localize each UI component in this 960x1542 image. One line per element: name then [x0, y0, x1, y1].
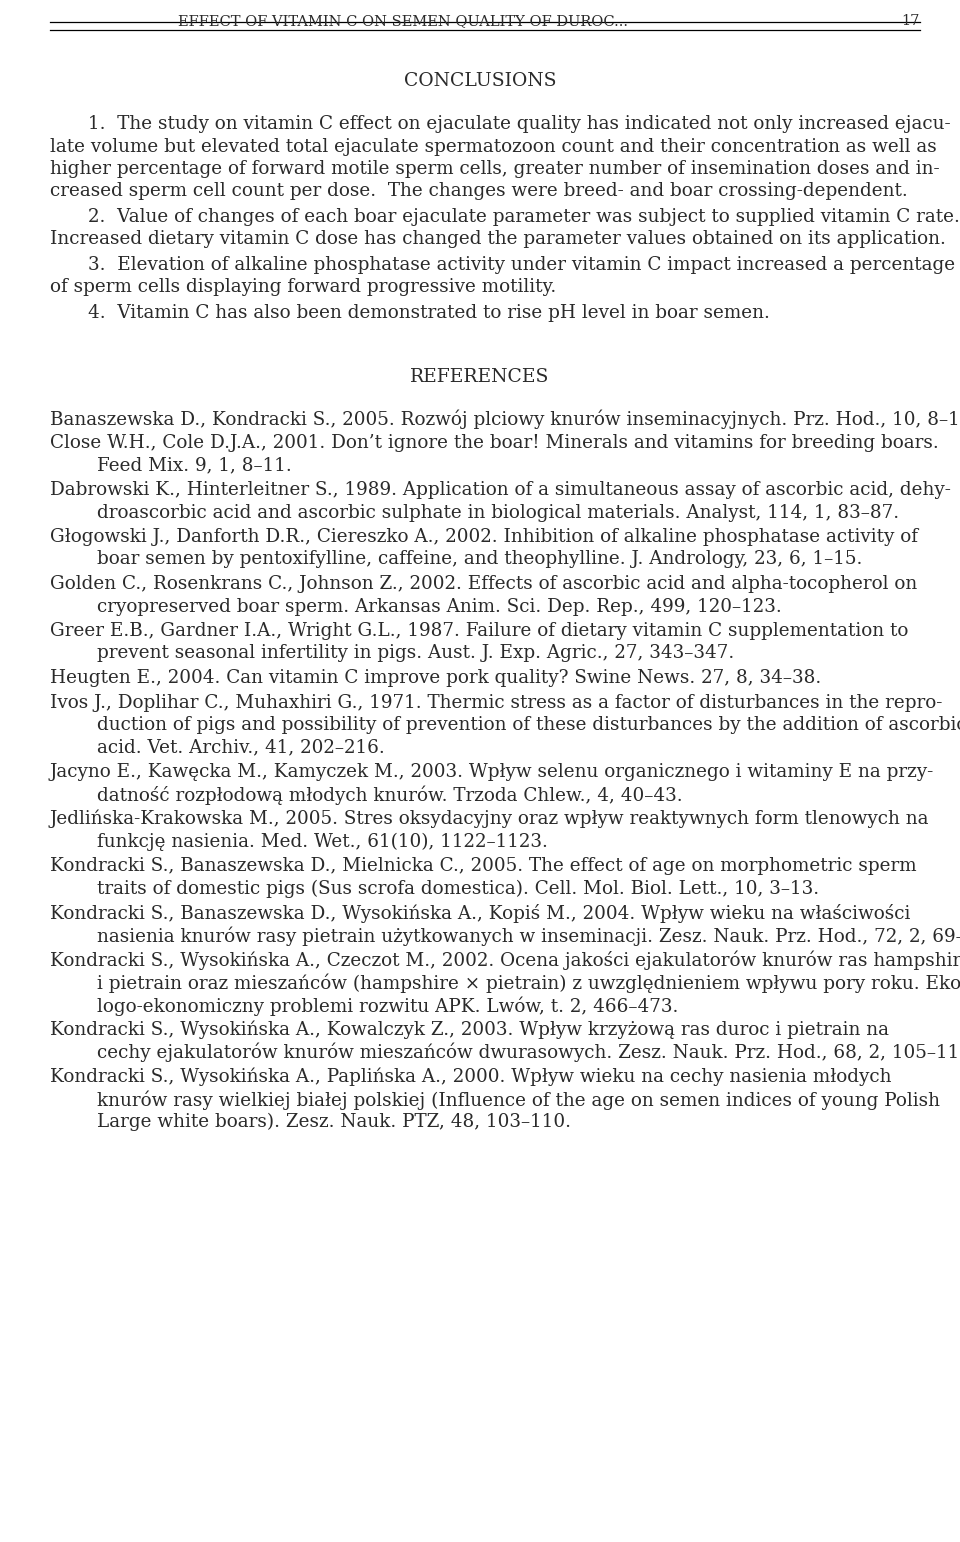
Text: Heugten E., 2004. Can vitamin C improve pork quality? Swine News. 27, 8, 34–38.: Heugten E., 2004. Can vitamin C improve … [50, 669, 821, 688]
Text: Increased dietary vitamin C dose has changed the parameter values obtained on it: Increased dietary vitamin C dose has cha… [50, 230, 946, 248]
Text: logo-ekonomiczny problemi rozwitu APK. Lwów, t. 2, 466–473.: logo-ekonomiczny problemi rozwitu APK. L… [50, 996, 679, 1016]
Text: Głogowski J., Danforth D.R., Ciereszko A., 2002. Inhibition of alkaline phosphat: Głogowski J., Danforth D.R., Ciereszko A… [50, 527, 918, 546]
Text: Kondracki S., Wysokińska A., Czeczot M., 2002. Ocena jakości ejakulatorów knurów: Kondracki S., Wysokińska A., Czeczot M.,… [50, 951, 960, 970]
Text: prevent seasonal infertility in pigs. Aust. J. Exp. Agric., 27, 343–347.: prevent seasonal infertility in pigs. Au… [50, 645, 734, 663]
Text: knurów rasy wielkiej białej polskiej (Influence of the age on semen indices of y: knurów rasy wielkiej białej polskiej (In… [50, 1090, 940, 1110]
Text: of sperm cells displaying forward progressive motility.: of sperm cells displaying forward progre… [50, 279, 556, 296]
Text: nasienia knurów rasy pietrain użytkowanych w inseminacji. Zesz. Nauk. Prz. Hod.,: nasienia knurów rasy pietrain użytkowany… [50, 927, 960, 945]
Text: Close W.H., Cole D.J.A., 2001. Don’t ignore the boar! Minerals and vitamins for : Close W.H., Cole D.J.A., 2001. Don’t ign… [50, 433, 939, 452]
Text: Golden C., Rosenkrans C., Johnson Z., 2002. Effects of ascorbic acid and alpha-t: Golden C., Rosenkrans C., Johnson Z., 20… [50, 575, 917, 594]
Text: cryopreserved boar sperm. Arkansas Anim. Sci. Dep. Rep., 499, 120–123.: cryopreserved boar sperm. Arkansas Anim.… [50, 597, 781, 615]
Text: 3.  Elevation of alkaline phosphatase activity under vitamin C impact increased : 3. Elevation of alkaline phosphatase act… [88, 256, 955, 274]
Text: traits of domestic pigs (Sus scrofa domestica). Cell. Mol. Biol. Lett., 10, 3–13: traits of domestic pigs (Sus scrofa dome… [50, 879, 819, 897]
Text: cechy ejakulatorów knurów mieszańców dwurasowych. Zesz. Nauk. Prz. Hod., 68, 2, : cechy ejakulatorów knurów mieszańców dwu… [50, 1042, 960, 1062]
Text: 2.  Value of changes of each boar ejaculate parameter was subject to supplied vi: 2. Value of changes of each boar ejacula… [88, 208, 960, 227]
Text: Greer E.B., Gardner I.A., Wright G.L., 1987. Failure of dietary vitamin C supple: Greer E.B., Gardner I.A., Wright G.L., 1… [50, 621, 908, 640]
Text: Kondracki S., Banaszewska D., Wysokińska A., Kopiś M., 2004. Wpływ wieku na właś: Kondracki S., Banaszewska D., Wysokińska… [50, 904, 910, 924]
Text: creased sperm cell count per dose.  The changes were breed- and boar crossing-de: creased sperm cell count per dose. The c… [50, 182, 908, 200]
Text: Kondracki S., Wysokińska A., Paplińska A., 2000. Wpływ wieku na cechy nasienia m: Kondracki S., Wysokińska A., Paplińska A… [50, 1067, 892, 1086]
Text: Kondracki S., Wysokińska A., Kowalczyk Z., 2003. Wpływ krzyżową ras duroc i piet: Kondracki S., Wysokińska A., Kowalczyk Z… [50, 1021, 889, 1039]
Text: Feed Mix. 9, 1, 8–11.: Feed Mix. 9, 1, 8–11. [50, 456, 292, 475]
Text: funkcję nasienia. Med. Wet., 61(10), 1122–1123.: funkcję nasienia. Med. Wet., 61(10), 112… [50, 833, 548, 851]
Text: Jacyno E., Kawęcka M., Kamyczek M., 2003. Wpływ selenu organicznego i witaminy E: Jacyno E., Kawęcka M., Kamyczek M., 2003… [50, 763, 934, 780]
Text: 1.  The study on vitamin C effect on ejaculate quality has indicated not only in: 1. The study on vitamin C effect on ejac… [88, 116, 950, 133]
Text: REFERENCES: REFERENCES [410, 367, 550, 386]
Text: duction of pigs and possibility of prevention of these disturbances by the addit: duction of pigs and possibility of preve… [50, 715, 960, 734]
Text: Large white boars). Zesz. Nauk. PTZ, 48, 103–110.: Large white boars). Zesz. Nauk. PTZ, 48,… [50, 1112, 571, 1130]
Text: Dabrowski K., Hinterleitner S., 1989. Application of a simultaneous assay of asc: Dabrowski K., Hinterleitner S., 1989. Ap… [50, 481, 950, 500]
Text: acid. Vet. Archiv., 41, 202–216.: acid. Vet. Archiv., 41, 202–216. [50, 739, 385, 757]
Text: droascorbic acid and ascorbic sulphate in biological materials. Analyst, 114, 1,: droascorbic acid and ascorbic sulphate i… [50, 504, 900, 521]
Text: Banaszewska D., Kondracki S., 2005. Rozwój plciowy knurów inseminacyjnych. Prz. : Banaszewska D., Kondracki S., 2005. Rozw… [50, 410, 960, 429]
Text: Kondracki S., Banaszewska D., Mielnicka C., 2005. The effect of age on morphomet: Kondracki S., Banaszewska D., Mielnicka … [50, 857, 917, 874]
Text: late volume but elevated total ejaculate spermatozoon count and their concentrat: late volume but elevated total ejaculate… [50, 137, 937, 156]
Text: 17: 17 [901, 14, 920, 28]
Text: datność rozpłodową młodych knurów. Trzoda Chlew., 4, 40–43.: datność rozpłodową młodych knurów. Trzod… [50, 785, 683, 805]
Text: Jedlińska-Krakowska M., 2005. Stres oksydacyjny oraz wpływ reaktywnych form tlen: Jedlińska-Krakowska M., 2005. Stres oksy… [50, 810, 929, 828]
Text: 4.  Vitamin C has also been demonstrated to rise pH level in boar semen.: 4. Vitamin C has also been demonstrated … [88, 304, 770, 322]
Text: i pietrain oraz mieszańców (hampshire × pietrain) z uwzględnieniem wpływu pory r: i pietrain oraz mieszańców (hampshire × … [50, 973, 960, 993]
Text: EFFECT OF VITAMIN C ON SEMEN QUALITY OF DUROC...: EFFECT OF VITAMIN C ON SEMEN QUALITY OF … [179, 14, 628, 28]
Text: boar semen by pentoxifylline, caffeine, and theophylline. J. Andrology, 23, 6, 1: boar semen by pentoxifylline, caffeine, … [50, 550, 862, 569]
Text: Ivos J., Doplihar C., Muhaxhiri G., 1971. Thermic stress as a factor of disturba: Ivos J., Doplihar C., Muhaxhiri G., 1971… [50, 694, 943, 711]
Text: higher percentage of forward motile sperm cells, greater number of insemination : higher percentage of forward motile sper… [50, 160, 940, 177]
Text: CONCLUSIONS: CONCLUSIONS [404, 72, 556, 89]
